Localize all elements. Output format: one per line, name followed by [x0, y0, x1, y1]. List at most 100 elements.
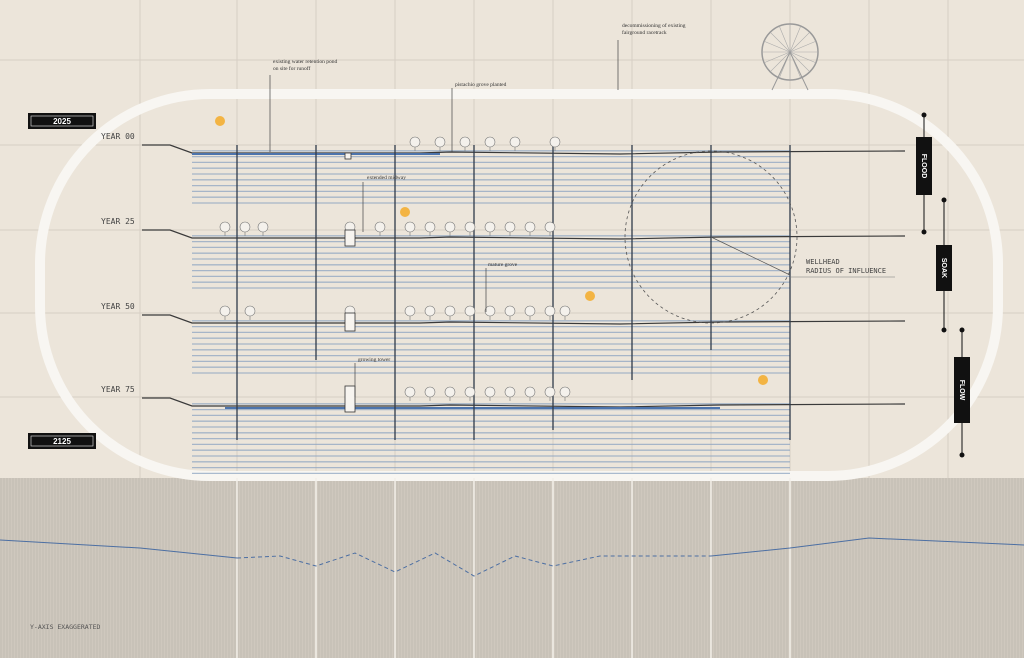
annotation: on site for runoff — [273, 65, 310, 72]
tree — [484, 136, 496, 148]
tree — [424, 221, 436, 233]
year-label: YEAR 25 — [101, 217, 135, 226]
tree — [509, 136, 521, 148]
spoke — [789, 31, 811, 53]
ground-section — [0, 478, 1024, 658]
year-label: YEAR 50 — [101, 302, 135, 311]
tree — [404, 221, 416, 233]
tower — [344, 152, 352, 160]
annotation: fairground racetrack — [622, 29, 667, 36]
phase-label: FLOOD — [920, 154, 927, 179]
tree — [239, 221, 251, 233]
tree — [524, 221, 536, 233]
wheel-base — [771, 50, 809, 91]
tree — [484, 221, 496, 233]
annotation: existing water retention pond — [273, 59, 338, 65]
marker-dot — [400, 207, 410, 217]
spoke — [789, 51, 811, 73]
wellhead-label: WELLHEAD — [806, 258, 840, 266]
tree — [464, 221, 476, 233]
year-tag — [28, 433, 96, 449]
tree — [549, 136, 561, 148]
tree — [504, 386, 516, 398]
phase-dot — [921, 112, 927, 118]
phase-label: FLOW — [958, 380, 965, 401]
phase-dot — [941, 197, 947, 203]
wellhead-label: RADIUS OF INFLUENCE — [806, 267, 886, 275]
tower — [344, 312, 356, 332]
ground-line — [142, 144, 906, 155]
ground-line — [142, 229, 906, 240]
tree — [524, 386, 536, 398]
year-tag-border — [30, 115, 94, 127]
phase-dot — [959, 452, 965, 458]
tree — [524, 305, 536, 317]
tree — [544, 305, 556, 317]
tree — [459, 136, 471, 148]
tree — [559, 305, 571, 317]
tree — [424, 386, 436, 398]
year-tag-border — [30, 435, 94, 447]
tree — [374, 221, 386, 233]
tree — [504, 221, 516, 233]
annotation: extended midway — [367, 175, 406, 181]
water-table-dashed — [236, 552, 711, 577]
tree — [257, 221, 269, 233]
racetrack — [35, 89, 1003, 481]
year-label: YEAR 00 — [101, 132, 135, 141]
phase-tag — [936, 245, 952, 291]
spoke — [764, 51, 791, 63]
marker-dot — [758, 375, 768, 385]
spoke — [789, 26, 801, 53]
year-tag-label: 2125 — [53, 437, 71, 446]
tree — [504, 305, 516, 317]
year-tag — [28, 113, 96, 129]
tower — [344, 385, 356, 413]
tree — [444, 305, 456, 317]
tree — [444, 386, 456, 398]
water-table — [710, 537, 1024, 557]
ground-line — [142, 314, 906, 325]
annotation: growing tower — [358, 357, 390, 363]
tree — [219, 305, 231, 317]
annotation: mature grove — [488, 262, 518, 268]
phase-dot — [921, 229, 927, 235]
spoke — [769, 31, 791, 53]
tree — [559, 386, 571, 398]
phase-tag — [954, 357, 970, 423]
radius — [710, 236, 791, 276]
ground-line — [142, 397, 906, 408]
water-table — [0, 539, 238, 559]
tree — [244, 305, 256, 317]
tree — [409, 136, 421, 148]
tree — [484, 305, 496, 317]
tower — [344, 229, 356, 247]
tree — [484, 386, 496, 398]
ferris-wheel — [761, 23, 819, 91]
tree — [424, 305, 436, 317]
phase-tag — [916, 137, 932, 195]
spoke — [789, 41, 816, 53]
phase-dot — [941, 327, 947, 333]
year-label: YEAR 75 — [101, 385, 135, 394]
tree — [404, 386, 416, 398]
tree — [434, 136, 446, 148]
spoke — [769, 51, 791, 73]
tree — [219, 221, 231, 233]
tree — [464, 305, 476, 317]
marker-dot — [585, 291, 595, 301]
tree — [544, 221, 556, 233]
year-tag-label: 2025 — [53, 117, 71, 126]
tree — [464, 386, 476, 398]
marker-dot — [215, 116, 225, 126]
spoke — [764, 41, 791, 53]
tree — [404, 305, 416, 317]
phase-dot — [959, 327, 965, 333]
tree — [444, 221, 456, 233]
spoke — [789, 51, 816, 63]
annotation: decommissioning of existing — [622, 22, 686, 29]
radius-of-influence — [624, 150, 798, 324]
annotation: pistachio grove planted — [455, 82, 507, 88]
phase-label: SOAK — [940, 258, 947, 278]
